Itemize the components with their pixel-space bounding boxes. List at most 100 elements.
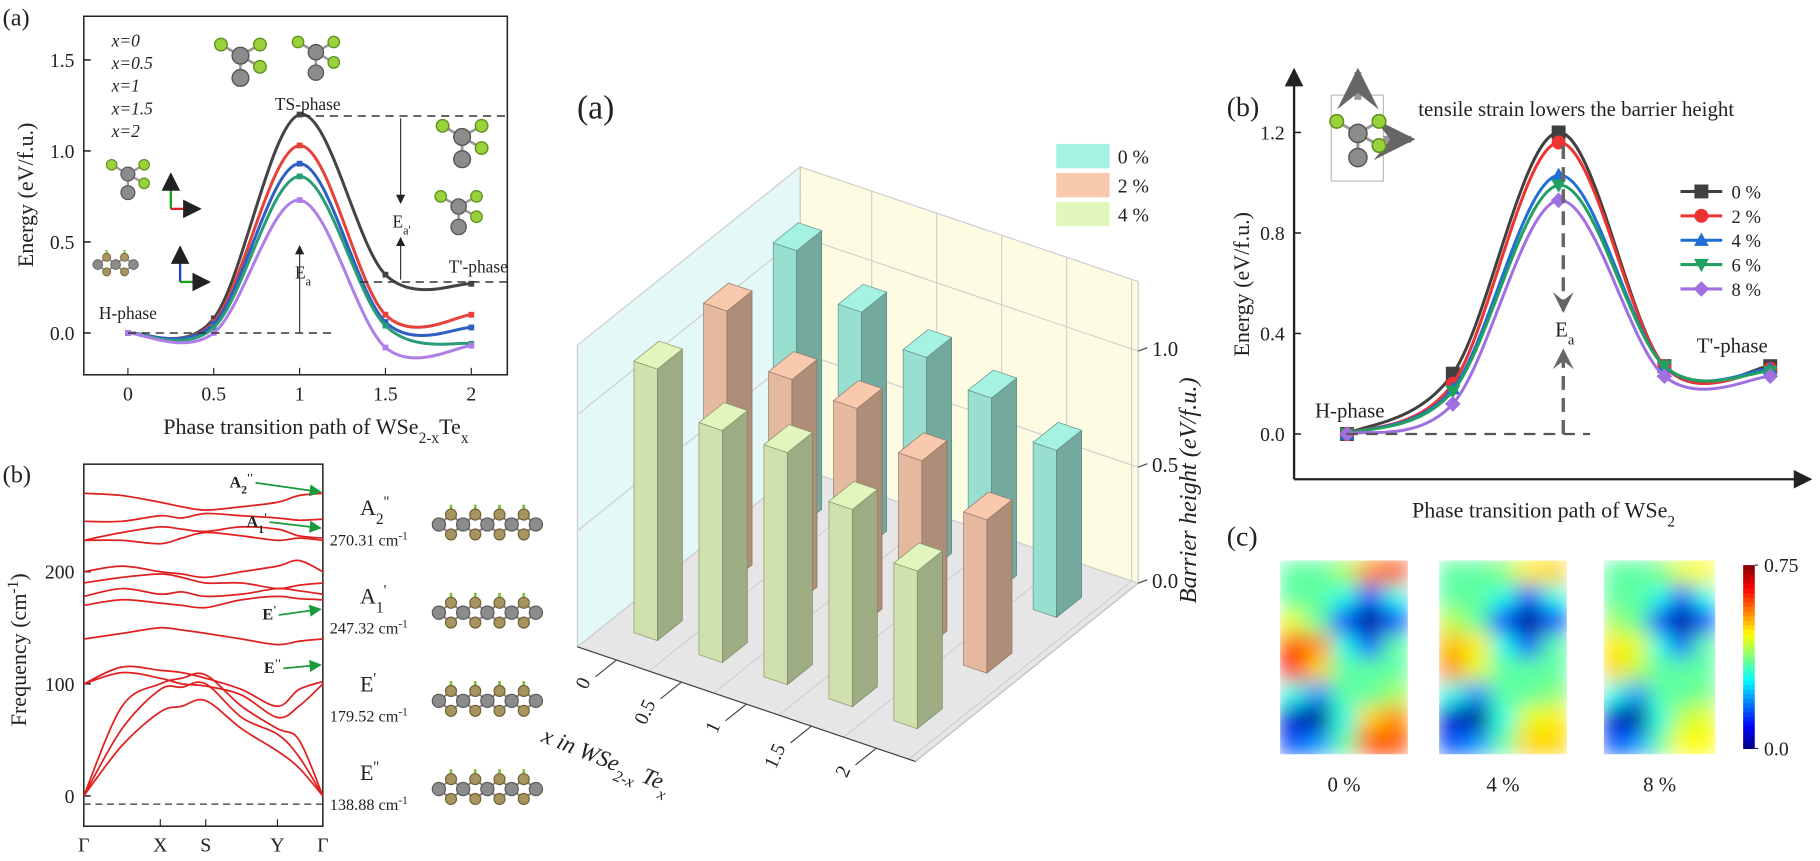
heatmap-cell bbox=[1490, 633, 1517, 658]
atom bbox=[307, 43, 325, 61]
marker bbox=[1445, 385, 1461, 399]
x-axis bbox=[577, 646, 916, 762]
atom bbox=[469, 773, 482, 786]
bar-top bbox=[772, 222, 823, 252]
colorbar-step bbox=[1743, 601, 1755, 607]
atom bbox=[138, 158, 150, 171]
bar-top bbox=[633, 340, 684, 370]
atom bbox=[493, 616, 506, 629]
structure-icon bbox=[92, 249, 139, 277]
text-part: 1 bbox=[258, 524, 264, 536]
colorbar-step bbox=[1743, 578, 1755, 585]
atom bbox=[444, 528, 458, 541]
colorbar-step bbox=[1743, 711, 1755, 717]
heatmap-cell bbox=[1515, 608, 1542, 634]
atom bbox=[92, 259, 104, 270]
bar-top bbox=[962, 491, 1013, 521]
heatmap-cell bbox=[1305, 730, 1332, 755]
colorbar-step bbox=[1743, 730, 1755, 736]
heatmap-cell bbox=[1490, 705, 1517, 731]
colorbar-step bbox=[1743, 569, 1755, 575]
text-part: 138.88 cm bbox=[330, 796, 399, 814]
heatmap-cell bbox=[1648, 608, 1672, 634]
x-tick-label: 2 bbox=[831, 762, 855, 780]
marker bbox=[1657, 360, 1672, 374]
atom bbox=[444, 616, 458, 629]
text-part: E bbox=[360, 760, 373, 785]
heatmap-cell bbox=[1648, 584, 1672, 610]
atom bbox=[444, 684, 458, 698]
heatmap-cell bbox=[1280, 681, 1307, 707]
atom bbox=[480, 605, 495, 620]
heatmap-cell bbox=[1331, 730, 1358, 755]
text-part: 1 bbox=[376, 599, 384, 616]
structure-icon bbox=[291, 35, 341, 81]
atom bbox=[493, 704, 506, 717]
text-part: a bbox=[1568, 333, 1575, 349]
heatmap-cell bbox=[1464, 584, 1491, 610]
heatmap-cell bbox=[1670, 608, 1694, 634]
plot-frame bbox=[83, 463, 324, 827]
colorbar-step bbox=[1743, 665, 1755, 672]
heatmap-cell bbox=[1439, 584, 1466, 610]
series-line bbox=[83, 512, 323, 523]
structure-icon bbox=[431, 592, 544, 629]
z-tick-label: 1.0 bbox=[1152, 337, 1178, 361]
bar-side bbox=[851, 488, 878, 708]
heatmap-cell bbox=[1670, 657, 1694, 683]
atom bbox=[493, 684, 506, 698]
bar-top bbox=[1032, 421, 1083, 451]
mode-label: E' bbox=[360, 670, 376, 697]
map-label: 0 % bbox=[1327, 772, 1360, 796]
legend-label: 8 % bbox=[1732, 280, 1761, 301]
heatmap-cell bbox=[1626, 608, 1650, 634]
heatmap-cell bbox=[1603, 730, 1627, 755]
y-tick-label: 0.8 bbox=[1260, 223, 1285, 245]
structure-icon bbox=[431, 681, 544, 717]
text-part: Te bbox=[439, 414, 461, 439]
heatmap-cell bbox=[1515, 633, 1542, 658]
atom bbox=[231, 46, 250, 65]
bar-side bbox=[786, 431, 813, 686]
atom bbox=[431, 605, 447, 620]
heatmap-cell bbox=[1305, 657, 1332, 683]
x-tick-label: 0 bbox=[571, 674, 595, 692]
text-part: x bbox=[461, 429, 469, 446]
colorbar-step bbox=[1743, 629, 1755, 635]
colorbar-step bbox=[1743, 638, 1755, 644]
atom bbox=[469, 596, 482, 609]
marker bbox=[1694, 232, 1709, 246]
heatmap-cell bbox=[1356, 730, 1383, 755]
y-axis-label: Frequency (cm-1) bbox=[4, 573, 30, 726]
series-line bbox=[83, 525, 323, 542]
bar bbox=[962, 491, 1013, 674]
mode-frequency: 138.88 cm-1 bbox=[330, 795, 408, 814]
atom bbox=[1329, 113, 1345, 129]
colorbar-step bbox=[1743, 675, 1755, 681]
atom bbox=[517, 684, 530, 698]
atom bbox=[455, 517, 471, 532]
colorbar-step bbox=[1743, 734, 1755, 740]
bar-top bbox=[828, 481, 879, 510]
text-part: -1 bbox=[398, 530, 407, 542]
bar-front bbox=[828, 501, 853, 708]
heatmap-cell bbox=[1280, 560, 1307, 586]
heatmap-cell bbox=[1693, 681, 1716, 707]
marker bbox=[1762, 368, 1779, 385]
mode-arrow bbox=[269, 520, 322, 533]
bar bbox=[1032, 421, 1083, 619]
atom bbox=[252, 59, 267, 74]
bar-top bbox=[893, 542, 944, 572]
atom bbox=[444, 773, 458, 786]
legend-label: 2 % bbox=[1732, 207, 1761, 228]
marker bbox=[1694, 184, 1709, 199]
x-tick bbox=[725, 703, 747, 722]
series-line bbox=[83, 531, 323, 545]
atom bbox=[120, 267, 130, 277]
text-part: ' bbox=[273, 605, 276, 617]
atom bbox=[455, 605, 471, 620]
heatmap-cell bbox=[1490, 657, 1517, 683]
atom bbox=[504, 781, 519, 797]
atom bbox=[469, 684, 482, 698]
heatmap-cell bbox=[1626, 657, 1650, 683]
